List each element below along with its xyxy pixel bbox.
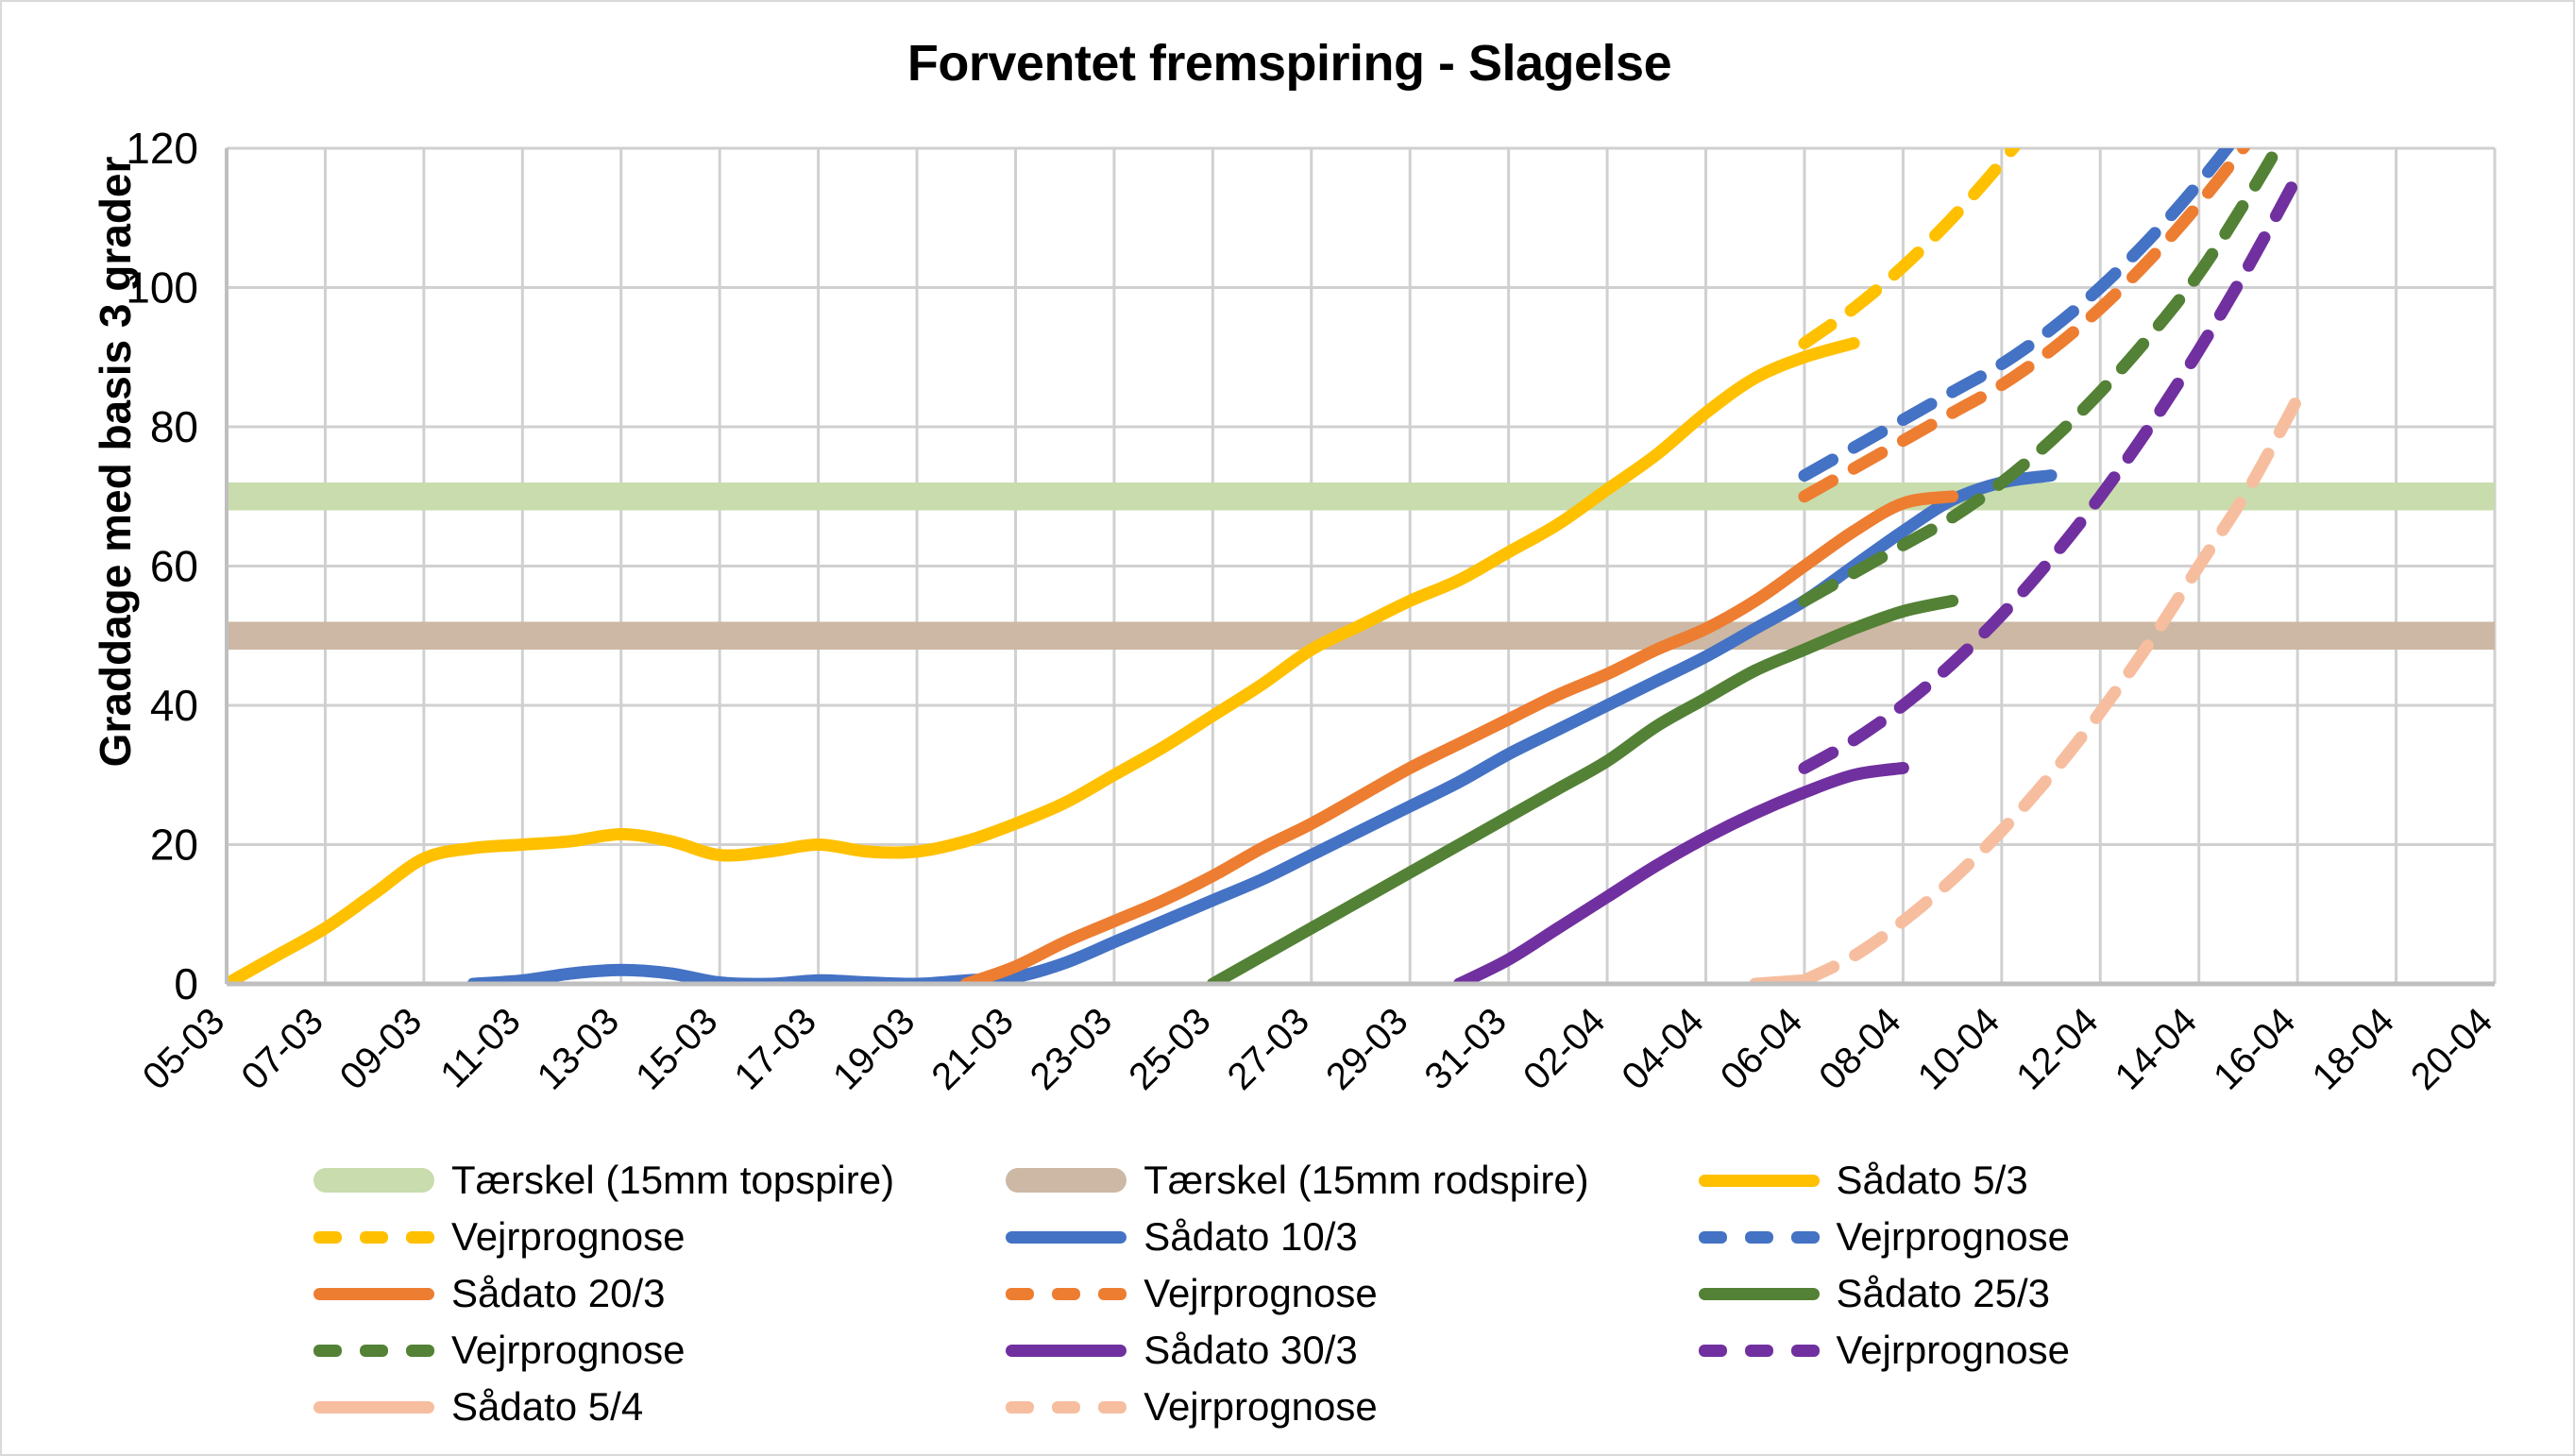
legend-label: Sådato 5/3 [1836,1158,2028,1202]
y-tick-label: 40 [150,681,198,730]
legend-item[interactable]: Vejrprognose [1006,1379,1698,1435]
x-tick-label: 09-03 [332,1000,430,1097]
x-tick-label: 08-04 [1811,1000,1908,1097]
legend-label: Vejrprognose [1836,1214,2071,1259]
legend-swatch [1006,1400,1127,1414]
legend-label: Sådato 5/4 [451,1384,644,1429]
x-tick-label: 31-03 [1417,1000,1515,1097]
series-line [1798,148,2251,503]
x-tick-label: 05-03 [135,1000,232,1097]
y-tick-label: 60 [150,542,198,591]
x-tick-label: 14-04 [2108,1000,2205,1097]
legend-item[interactable]: Sådato 10/3 [1006,1209,1698,1265]
legend-swatch [1006,1287,1127,1300]
x-tick-label: 04-04 [1614,1000,1711,1097]
legend-label: Vejrprognose [451,1214,686,1259]
series-line [959,490,1959,984]
series-line [1798,148,2285,607]
x-tick-label: 19-03 [825,1000,923,1097]
legend-label: Vejrprognose [1144,1384,1378,1429]
legend-item[interactable]: Sådato 5/4 [313,1379,1006,1435]
chart-legend: Tærskel (15mm topspire) Tærskel (15mm rod… [313,1152,2391,1435]
x-tick-label: 17-03 [727,1000,824,1097]
legend-label: Sådato 25/3 [1836,1271,2051,1315]
legend-item[interactable]: Sådato 5/3 [1698,1152,2391,1209]
legend-swatch [313,1400,434,1414]
legend-item[interactable]: Vejrprognose [313,1209,1006,1265]
legend-label: Sådato 10/3 [1144,1214,1358,1259]
legend-swatch [1698,1287,1820,1300]
legend-item[interactable]: Tærskel (15mm topspire) [313,1152,1006,1209]
legend-swatch [313,1168,434,1193]
legend-item[interactable]: Sådato 25/3 [1698,1265,2391,1322]
legend-swatch [1006,1168,1127,1193]
x-tick-label: 29-03 [1318,1000,1415,1097]
legend-label: Vejrprognose [451,1328,686,1372]
legend-item[interactable]: Sådato 20/3 [313,1265,1006,1322]
legend-swatch [313,1287,434,1300]
x-tick-label: 11-03 [432,1000,528,1095]
legend-item[interactable]: Tærskel (15mm rodspire) [1006,1152,1698,1209]
x-tick-label: 13-03 [530,1000,627,1097]
legend-label: Tærskel (15mm topspire) [451,1158,895,1202]
legend-item[interactable]: Vejrprognose [1006,1265,1698,1322]
x-tick-label: 25-03 [1121,1000,1218,1097]
x-tick-label: 10-04 [1910,1000,2007,1097]
series-line [227,337,1860,984]
series-line [1206,594,1959,984]
x-tick-label: 06-04 [1713,1000,1810,1097]
y-tick-label: 20 [150,821,198,870]
legend-item[interactable]: Sådato 30/3 [1006,1322,1698,1379]
x-tick-label: 07-03 [233,1000,330,1097]
legend-swatch [1006,1230,1127,1244]
legend-swatch [313,1344,434,1357]
series-line [1798,393,2304,984]
legend-label: Vejrprognose [1144,1271,1378,1315]
legend-label: Sådato 20/3 [451,1271,666,1315]
series-line [1452,761,1909,984]
x-tick-label: 12-04 [2008,1000,2106,1097]
legend-swatch [1698,1230,1820,1244]
x-tick-label: 16-04 [2206,1000,2303,1097]
y-tick-label: 100 [126,263,198,313]
x-tick-label: 15-03 [628,1000,725,1097]
x-tick-label: 20-04 [2403,1000,2500,1097]
y-tick-label: 0 [174,959,198,1008]
legend-label: Sådato 30/3 [1144,1328,1358,1372]
legend-label: Vejrprognose [1836,1328,2071,1372]
legend-swatch [1698,1174,1820,1187]
legend-label: Tærskel (15mm rodspire) [1144,1158,1589,1202]
legend-swatch [313,1230,434,1244]
threshold-band [227,483,2495,511]
x-tick-label: 02-04 [1516,1000,1613,1097]
series-line [1798,148,2022,349]
legend-item[interactable]: Vejrprognose [1698,1322,2391,1379]
x-tick-label: 23-03 [1023,1000,1120,1097]
x-tick-label: 18-04 [2304,1000,2401,1097]
y-tick-label: 80 [150,402,198,451]
legend-item[interactable]: Vejrprognose [1698,1209,2391,1265]
series-line [1798,148,2235,483]
y-tick-label: 120 [126,124,198,173]
legend-swatch [1698,1344,1820,1357]
x-tick-label: 27-03 [1220,1000,1317,1097]
series-line [1798,170,2304,774]
legend-swatch [1006,1344,1127,1357]
page-title: Forventet fremspiring - Slagelse [906,35,1672,92]
legend-item[interactable]: Vejrprognose [313,1322,1006,1379]
x-tick-label: 21-03 [923,1000,1021,1097]
